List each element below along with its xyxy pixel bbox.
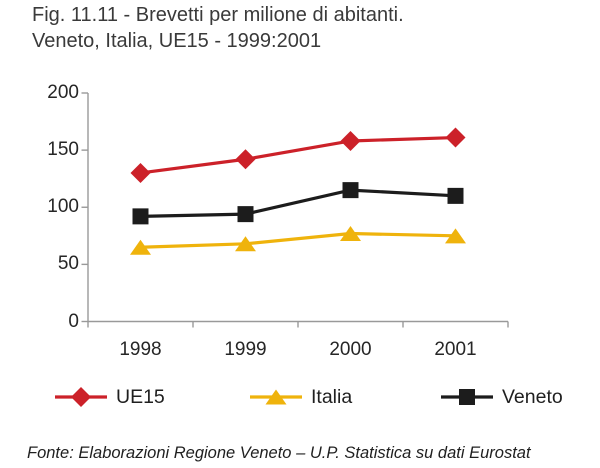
series-point-veneto-1998 <box>132 208 149 225</box>
series-line-italia <box>140 231 456 249</box>
series-point-italia-1999 <box>235 236 256 252</box>
legend-label-veneto: Veneto <box>502 385 563 408</box>
legend-diamond-icon <box>71 387 91 407</box>
y-axis-label: 150 <box>47 139 79 161</box>
series-point-ue15-2001 <box>445 127 466 148</box>
series-point-ue15-1999 <box>235 149 256 170</box>
y-axis-label: 50 <box>57 253 79 275</box>
chart-title-line1: Fig. 11.11 - Brevetti per milione di abi… <box>32 4 404 26</box>
ue15-legend-marker-icon <box>55 387 107 407</box>
series-point-ue15-2000 <box>340 130 361 151</box>
series-point-italia-2001 <box>445 228 466 244</box>
legend-triangle-icon <box>265 389 287 405</box>
legend-square-icon <box>459 389 475 405</box>
x-axis-label: 1998 <box>119 339 162 360</box>
axis-lines <box>87 93 508 323</box>
chart-title: Fig. 11.11 - Brevetti per milione di abi… <box>32 3 404 54</box>
y-axis-label: 200 <box>47 82 79 103</box>
series-point-veneto-2001 <box>447 187 464 204</box>
y-axis-label: 0 <box>68 310 79 332</box>
veneto-legend-marker-icon <box>441 389 493 405</box>
x-axis-label: 1999 <box>224 339 267 360</box>
chart-title-line2: Veneto, Italia, UE15 - 1999:2001 <box>32 29 322 52</box>
series-line-ue15 <box>140 135 456 175</box>
series-point-ue15-1998 <box>130 162 151 183</box>
legend-label-italia: Italia <box>311 385 353 408</box>
series-point-italia-1998 <box>130 239 151 255</box>
legend-entry-veneto: Veneto <box>441 383 563 411</box>
x-axis-label: 2001 <box>434 339 477 360</box>
series-point-italia-2000 <box>340 226 361 242</box>
series-line-veneto <box>140 188 456 218</box>
y-axis-label: 100 <box>47 196 79 218</box>
legend-label-ue15: UE15 <box>116 385 165 408</box>
italia-legend-marker-icon <box>250 389 302 405</box>
legend-entry-ue15: UE15 <box>55 383 165 411</box>
series-point-veneto-1999 <box>237 206 254 223</box>
x-axis-label: 2000 <box>329 339 372 360</box>
series-point-veneto-2000 <box>342 182 359 199</box>
source-note: Fonte: Elaborazioni Regione Veneto – U.P… <box>27 444 531 462</box>
legend-entry-italia: Italia <box>250 383 352 411</box>
